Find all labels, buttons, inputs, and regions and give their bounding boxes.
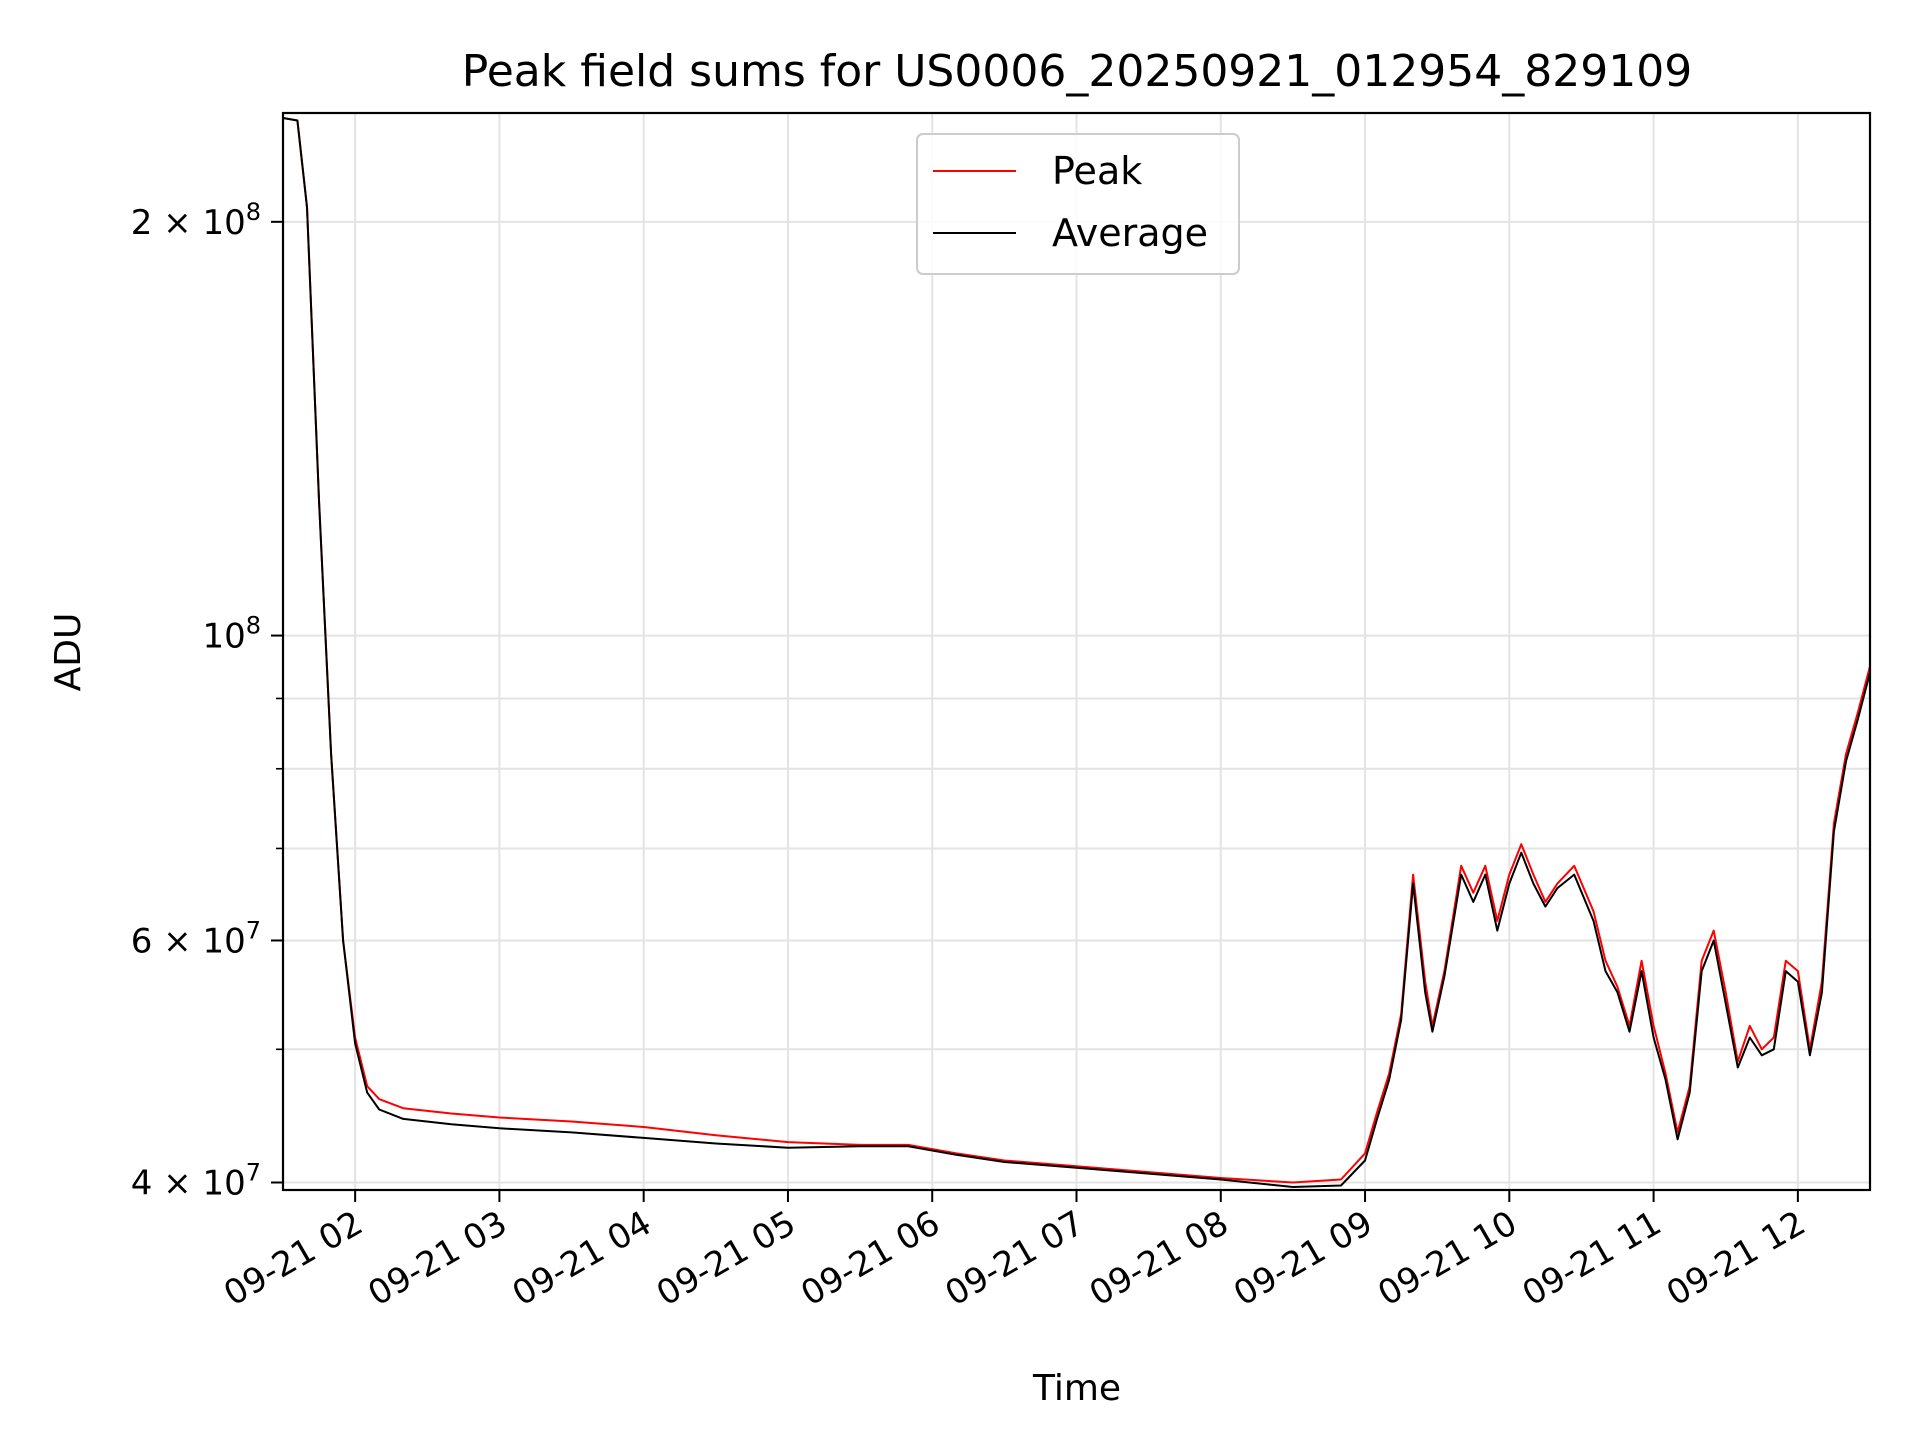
chart-title: Peak field sums for US0006_20250921_0129… [462,46,1692,97]
legend-label-average: Average [1052,211,1208,255]
y-tick-label: 108 [202,612,261,657]
y-tick-label: 2 × 108 [131,198,261,243]
y-tick-label: 4 × 107 [131,1158,261,1203]
y-tick-label: 6 × 107 [131,916,261,961]
series-line-peak [283,117,1870,1184]
x-axis-label: Time [1032,1368,1121,1409]
series-layer [283,117,1870,1188]
legend-box [916,133,1240,275]
series-line-average [283,117,1870,1188]
legend-label-peak: Peak [1052,149,1142,193]
y-axis: 4 × 107 6 × 107 108 2 × 108 [131,198,283,1203]
y-axis-label: ADU [48,613,89,692]
legend: Peak Average [916,133,1240,275]
